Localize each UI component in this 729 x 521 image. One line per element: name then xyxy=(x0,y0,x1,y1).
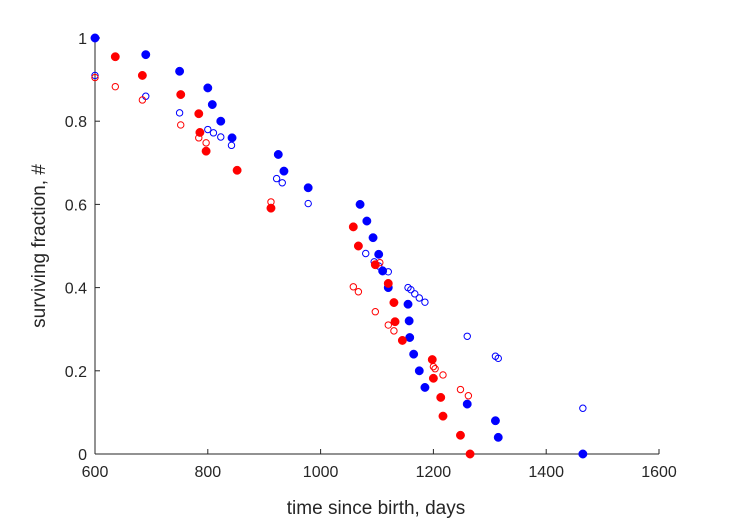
data-point xyxy=(407,285,415,294)
data-point xyxy=(349,283,358,291)
data-point xyxy=(355,199,365,209)
y-tick-label: 0 xyxy=(78,447,87,464)
series-4 xyxy=(91,73,473,400)
data-point xyxy=(175,109,184,117)
y-axis-label: surviving fraction, # xyxy=(29,164,50,328)
x-tick-label: 1000 xyxy=(303,464,339,481)
data-point xyxy=(439,371,447,379)
data-point xyxy=(203,83,213,93)
data-point xyxy=(362,249,370,258)
data-point xyxy=(374,249,384,259)
data-point xyxy=(415,294,423,302)
data-point xyxy=(421,298,429,306)
data-point xyxy=(141,50,151,60)
data-point xyxy=(389,298,399,308)
data-point xyxy=(411,290,419,298)
data-point xyxy=(384,321,392,329)
data-point xyxy=(217,133,225,141)
data-point xyxy=(279,166,289,176)
x-axis-label: time since birth, days xyxy=(287,498,465,519)
data-point xyxy=(490,416,500,426)
data-point xyxy=(384,268,392,276)
data-point xyxy=(232,165,242,175)
data-point xyxy=(304,199,312,208)
data-point xyxy=(110,52,120,62)
data-points xyxy=(90,33,588,459)
data-point xyxy=(175,66,185,76)
data-point xyxy=(266,203,276,213)
data-point xyxy=(195,134,203,142)
data-point xyxy=(438,411,448,421)
x-tick-label: 1400 xyxy=(528,464,564,481)
data-point xyxy=(462,399,472,409)
data-point xyxy=(427,355,437,365)
data-point xyxy=(403,299,413,309)
data-point xyxy=(362,216,372,226)
data-point xyxy=(267,198,275,206)
data-point xyxy=(436,392,446,402)
data-point xyxy=(177,121,185,129)
data-point xyxy=(390,327,398,335)
data-point xyxy=(579,404,587,412)
data-point xyxy=(227,133,237,143)
data-point xyxy=(493,432,503,442)
y-tick-label: 0.4 xyxy=(65,281,87,298)
y-tick-label: 1 xyxy=(78,31,87,48)
x-tick-label: 800 xyxy=(194,464,221,481)
data-point xyxy=(376,258,384,267)
x-tick-label: 600 xyxy=(82,464,109,481)
x-tick-label: 1200 xyxy=(416,464,452,481)
data-point xyxy=(428,373,438,383)
data-point xyxy=(397,335,407,345)
series-3 xyxy=(110,52,475,459)
data-point xyxy=(111,82,120,91)
data-point xyxy=(463,332,471,340)
data-point xyxy=(303,183,313,193)
y-tick-label: 0.6 xyxy=(65,197,87,214)
data-point xyxy=(91,73,99,82)
data-point xyxy=(420,382,430,392)
data-point xyxy=(431,365,439,373)
data-point xyxy=(456,430,465,440)
data-point xyxy=(353,241,363,251)
data-point xyxy=(465,449,475,459)
data-point xyxy=(207,100,217,110)
data-point xyxy=(204,125,212,134)
data-point xyxy=(202,139,210,147)
data-point xyxy=(348,222,358,232)
data-point xyxy=(371,308,380,316)
data-point xyxy=(404,316,414,326)
data-point xyxy=(578,449,588,459)
y-tick-label: 0.2 xyxy=(65,364,87,381)
data-point xyxy=(201,146,211,156)
data-point xyxy=(464,392,473,400)
data-point xyxy=(194,109,204,119)
data-point xyxy=(383,278,393,288)
data-point xyxy=(494,354,502,363)
data-point xyxy=(91,71,99,80)
data-point xyxy=(138,96,147,104)
data-point xyxy=(227,141,236,150)
x-tick-label: 1600 xyxy=(641,464,677,481)
data-point xyxy=(370,260,380,270)
data-point xyxy=(272,174,281,183)
data-point xyxy=(273,150,283,159)
y-tick-label: 0.8 xyxy=(65,114,87,131)
data-point xyxy=(278,179,286,187)
data-point xyxy=(216,116,226,126)
data-point xyxy=(176,90,186,100)
tick-labels: 600 800 1000 1200 1400 1600 0 0.2 0.4 0.6 0.8 1 xyxy=(65,31,677,481)
data-point xyxy=(414,366,424,376)
data-point xyxy=(390,317,400,327)
data-point xyxy=(90,33,100,43)
data-point xyxy=(137,70,147,80)
data-point xyxy=(429,362,438,371)
data-point xyxy=(368,233,378,243)
data-point xyxy=(409,349,419,359)
data-point xyxy=(209,129,218,137)
data-point xyxy=(354,288,363,296)
data-point xyxy=(456,385,465,394)
